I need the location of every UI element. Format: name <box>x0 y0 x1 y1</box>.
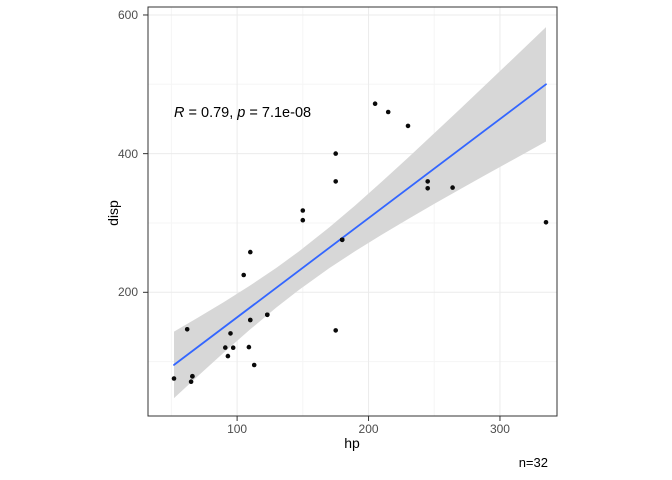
data-point <box>425 186 431 191</box>
data-point <box>251 362 257 368</box>
data-point <box>241 272 246 278</box>
data-point <box>543 220 549 225</box>
r-symbol: R <box>174 105 185 121</box>
data-point <box>265 312 270 318</box>
data-point <box>248 317 253 323</box>
data-point <box>188 379 194 385</box>
data-point <box>184 327 190 332</box>
data-point <box>385 109 391 115</box>
data-point <box>450 185 455 190</box>
data-point <box>405 123 411 129</box>
data-point <box>300 217 306 223</box>
data-point <box>228 331 233 336</box>
data-point <box>333 328 339 333</box>
data-point <box>246 344 252 350</box>
x-axis-title: hp <box>344 435 360 451</box>
p-symbol: p <box>237 105 246 121</box>
sample-size-label: n=32 <box>518 455 548 470</box>
y-tick-label: 600 <box>117 7 138 22</box>
data-point <box>425 179 431 184</box>
regression-line <box>173 83 547 366</box>
data-point <box>300 208 306 213</box>
x-tick-label: 100 <box>227 422 248 436</box>
data-point <box>190 373 195 379</box>
correlation-annotation: R = 0.79, p = 7.1e-08 <box>174 105 311 121</box>
y-tick-label: 400 <box>117 146 138 161</box>
data-point <box>223 345 228 350</box>
data-point <box>230 345 236 351</box>
data-point <box>333 179 339 184</box>
r-value: = 0.79, <box>184 105 238 121</box>
data-point <box>225 353 231 359</box>
data-point <box>372 101 378 106</box>
x-tick-label: 200 <box>358 422 379 436</box>
confidence-band <box>174 27 546 399</box>
panel-border <box>147 6 558 417</box>
data-point <box>171 376 177 381</box>
x-tick-label: 300 <box>489 422 510 436</box>
y-axis-title: disp <box>105 200 121 226</box>
y-tick-label: 200 <box>117 285 138 300</box>
data-point <box>248 249 253 255</box>
p-value: = 7.1e-08 <box>245 105 312 121</box>
data-point <box>339 237 345 243</box>
data-point <box>333 151 339 156</box>
